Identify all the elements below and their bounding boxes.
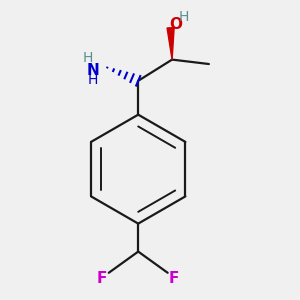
- Text: O: O: [169, 17, 182, 32]
- Text: H: H: [88, 73, 98, 87]
- Text: H: H: [83, 51, 93, 65]
- Text: F: F: [169, 271, 179, 286]
- Polygon shape: [167, 28, 174, 60]
- Text: F: F: [97, 271, 107, 286]
- Text: H: H: [179, 10, 189, 24]
- Text: N: N: [87, 63, 100, 78]
